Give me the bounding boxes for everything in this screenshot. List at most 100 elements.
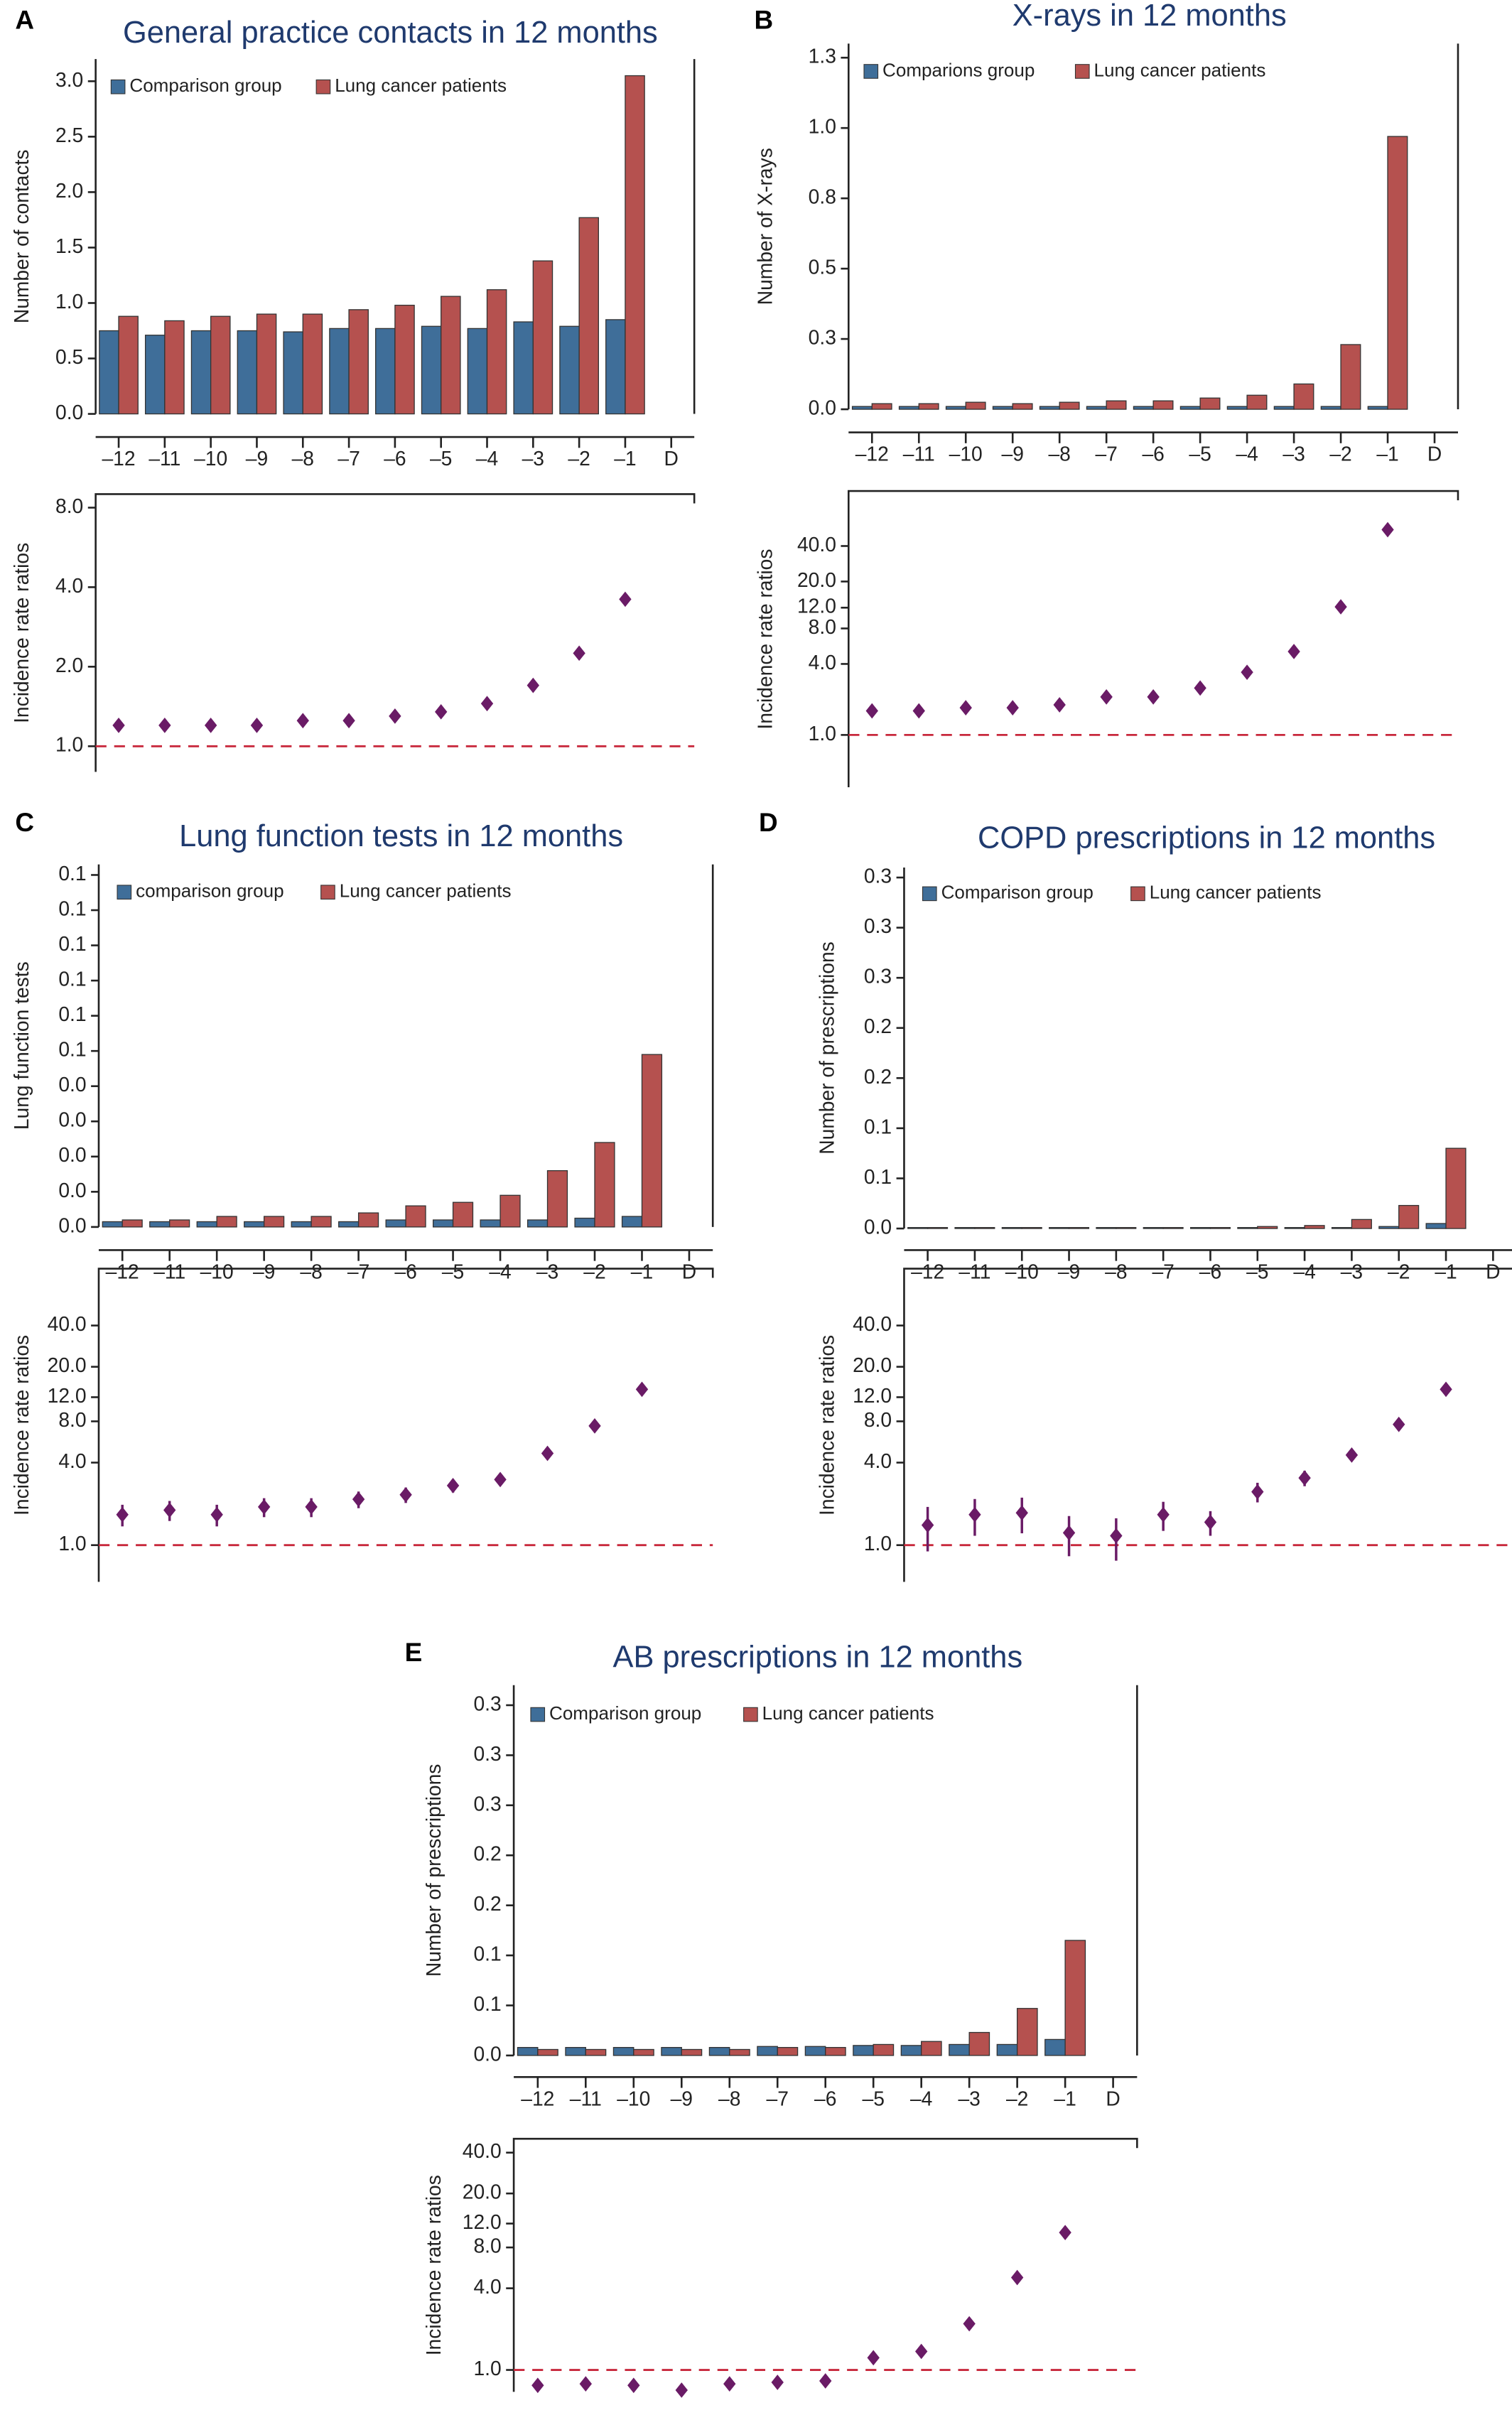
y-tick-label: 0.3 [473,1692,501,1714]
bar [1059,401,1080,410]
y-tick-label: 0.0 [864,1216,892,1238]
panel-letter: A [15,6,34,35]
x-tick-label: –4 [476,447,498,470]
y-tick-label: 2.5 [55,124,83,146]
point [480,696,494,712]
x-tick-label: –4 [489,1260,511,1282]
bar [625,75,645,415]
y-tick-label: 40.0 [48,1312,87,1335]
bar [1293,383,1314,410]
y-axis-label: Number of prescriptions [422,1764,445,1977]
legend-swatch [110,79,126,94]
bar [385,1219,406,1228]
point [1006,700,1019,715]
x-tick-label: –6 [394,1260,416,1282]
bar [1425,1223,1447,1229]
y-tick-label: 0.1 [58,862,86,885]
bar [486,289,507,415]
bar [405,1205,426,1228]
bar [574,1217,595,1228]
legend-label: Lung cancer patients [335,75,507,96]
point [531,2377,544,2394]
y-tick-label: 1.0 [58,1532,86,1555]
y-tick-label: 1.0 [55,290,83,313]
plot-frame [94,493,696,772]
point [389,708,401,724]
point [1110,1528,1123,1544]
x-tick-label: –6 [1199,1260,1221,1282]
bar [1304,1225,1325,1229]
x-tick-label: –6 [384,447,406,470]
x-tick-label: –11 [903,443,935,465]
legend-label: Comparions group [882,59,1035,80]
x-tick-label: D [682,1260,696,1282]
chart-title: COPD prescriptions in 12 months [978,821,1435,855]
y-tick-label: 0.0 [809,396,836,418]
point [1015,1505,1028,1521]
y-tick-label: 0.2 [864,1065,892,1088]
y-tick-label: 0.2 [864,1015,892,1037]
chart-title: General practice contacts in 12 months [123,16,658,50]
y-tick-label: 4.0 [864,1449,892,1472]
legend-label: Lung cancer patients [1094,59,1266,80]
bar [329,328,350,415]
point [158,717,171,733]
x-tick-label: –9 [246,447,268,470]
point [1059,2225,1071,2241]
bar [612,2047,634,2056]
y-axis-label: Incidence rate ratios [10,543,33,723]
point [1381,522,1394,538]
bar [853,2045,874,2056]
bar [480,1219,501,1228]
bar [949,2043,970,2056]
bar [585,2048,607,2056]
x-tick-label: –8 [1048,443,1070,465]
bar [681,2048,703,2056]
x-tick-label: D [1427,443,1442,465]
bar [467,328,488,415]
point [446,1477,460,1493]
point [494,1471,507,1488]
x-tick-label: –10 [1005,1260,1039,1282]
plot-frame [847,490,1459,788]
x-tick-label: –11 [153,1260,185,1282]
bar [244,1221,265,1228]
point [541,1445,554,1462]
bar [1044,2038,1066,2056]
x-tick-label: –9 [1002,443,1024,465]
point [305,1499,318,1515]
legend-swatch [315,79,331,94]
point [635,1381,649,1398]
y-tick-label: 0.1 [864,1115,892,1138]
x-tick-label: –2 [583,1260,605,1282]
y-tick-label: 40.0 [463,2139,502,2162]
bar [432,1219,454,1228]
bar [283,331,303,415]
bar [729,2048,750,2056]
point [1100,689,1113,705]
bar [357,1212,379,1228]
y-tick-label: 8.0 [864,1408,892,1431]
y-tick-label: 8.0 [55,495,83,517]
bar [594,1142,615,1228]
chart-title: AB prescriptions in 12 months [613,1640,1023,1674]
y-axis-label: Incidence rate ratios [422,2175,445,2355]
bar [452,1201,474,1228]
bar [310,1216,332,1228]
x-tick-label: –3 [522,447,544,470]
y-tick-label: 0.1 [58,1003,86,1025]
y-tick-label: 0.2 [473,1892,501,1915]
x-tick-label: –7 [767,2087,789,2110]
x-tick-label: –2 [568,447,590,470]
x-tick-label: –5 [1189,443,1211,465]
x-tick-label: –1 [1376,443,1398,465]
y-tick-label: 0.0 [58,1214,86,1236]
bar [1378,1226,1400,1229]
bar [1106,400,1127,410]
x-tick-label: –4 [910,2087,932,2110]
x-tick-label: –3 [536,1260,558,1282]
y-tick-label: 0.3 [473,1792,501,1815]
bar [338,1221,360,1228]
legend-label: Comparison group [129,75,281,96]
x-tick-label: –10 [200,1260,234,1282]
